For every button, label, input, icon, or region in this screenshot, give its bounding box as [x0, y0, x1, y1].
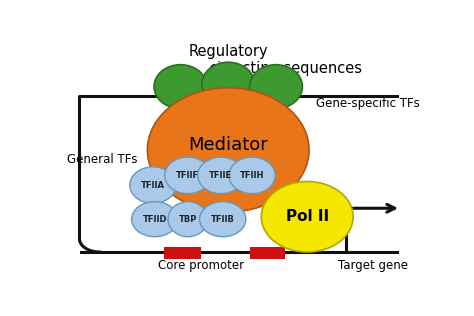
Ellipse shape — [200, 202, 246, 237]
Text: -acting sequences: -acting sequences — [228, 61, 362, 76]
Ellipse shape — [198, 157, 244, 194]
Text: Core promoter: Core promoter — [158, 259, 244, 272]
Text: cis: cis — [209, 61, 228, 76]
Ellipse shape — [154, 65, 207, 108]
Ellipse shape — [261, 181, 353, 252]
Bar — [250, 247, 285, 259]
Text: Pol II: Pol II — [286, 209, 329, 224]
Text: General TFs: General TFs — [66, 153, 137, 166]
Bar — [162, 91, 190, 102]
Text: TFIIH: TFIIH — [240, 171, 264, 180]
Text: Regulatory: Regulatory — [189, 44, 268, 59]
Ellipse shape — [130, 167, 176, 204]
Ellipse shape — [168, 202, 208, 237]
Ellipse shape — [164, 157, 211, 194]
Bar — [164, 247, 201, 259]
Text: TFIIF: TFIIF — [176, 171, 200, 180]
Ellipse shape — [202, 62, 255, 106]
Ellipse shape — [229, 157, 275, 194]
Text: TFIIA: TFIIA — [141, 181, 165, 190]
Text: TFIIE: TFIIE — [210, 171, 232, 180]
Text: TBP: TBP — [179, 215, 197, 224]
Ellipse shape — [249, 65, 302, 108]
Bar — [206, 91, 234, 102]
Bar — [250, 91, 278, 102]
Text: Mediator: Mediator — [188, 136, 268, 154]
Ellipse shape — [132, 202, 178, 237]
Ellipse shape — [147, 88, 309, 212]
Text: Target gene: Target gene — [338, 259, 408, 272]
Text: Gene-specific TFs: Gene-specific TFs — [316, 97, 420, 110]
Text: TFIID: TFIID — [143, 215, 167, 224]
Text: TFIIB: TFIIB — [211, 215, 235, 224]
